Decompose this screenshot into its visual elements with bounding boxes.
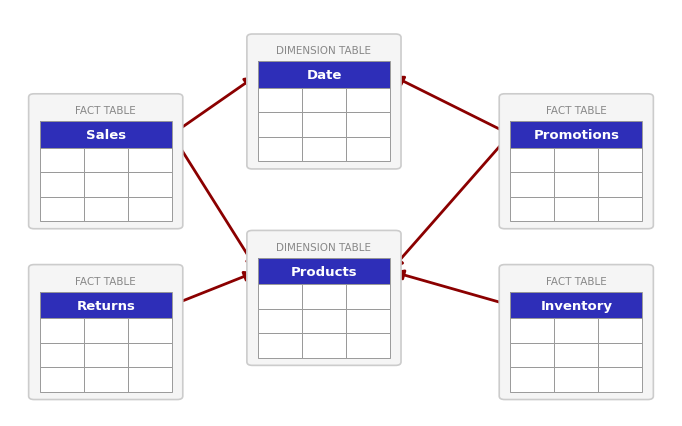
Bar bbox=[258, 138, 302, 162]
Bar bbox=[258, 62, 390, 89]
Bar bbox=[84, 343, 128, 368]
Bar bbox=[510, 173, 554, 197]
Text: Returns: Returns bbox=[76, 299, 135, 312]
Text: Inventory: Inventory bbox=[540, 299, 612, 312]
Text: FACT TABLE: FACT TABLE bbox=[546, 106, 607, 116]
Bar bbox=[598, 343, 642, 368]
Bar bbox=[302, 89, 346, 113]
Bar bbox=[258, 113, 302, 138]
Bar bbox=[40, 173, 84, 197]
FancyBboxPatch shape bbox=[499, 95, 653, 229]
FancyBboxPatch shape bbox=[247, 35, 401, 170]
Bar bbox=[346, 334, 390, 358]
Bar bbox=[554, 173, 598, 197]
Bar bbox=[510, 122, 642, 148]
Bar bbox=[346, 89, 390, 113]
Bar bbox=[554, 148, 598, 173]
Bar bbox=[302, 309, 346, 334]
Bar bbox=[40, 122, 172, 148]
Bar bbox=[128, 319, 172, 343]
Bar bbox=[128, 343, 172, 368]
Bar bbox=[510, 292, 642, 319]
Bar bbox=[40, 148, 84, 173]
Text: DIMENSION TABLE: DIMENSION TABLE bbox=[276, 242, 372, 252]
FancyBboxPatch shape bbox=[29, 265, 183, 400]
FancyBboxPatch shape bbox=[247, 231, 401, 366]
Bar bbox=[510, 292, 642, 319]
Bar bbox=[128, 368, 172, 392]
Bar bbox=[346, 309, 390, 334]
Bar bbox=[510, 319, 554, 343]
Text: Promotions: Promotions bbox=[533, 129, 619, 141]
Text: Products: Products bbox=[291, 265, 357, 278]
Bar bbox=[258, 334, 302, 358]
Bar bbox=[84, 368, 128, 392]
Bar bbox=[128, 197, 172, 222]
Bar bbox=[40, 122, 172, 148]
Bar bbox=[258, 62, 390, 89]
Text: Date: Date bbox=[306, 69, 342, 82]
Bar bbox=[346, 138, 390, 162]
Bar bbox=[510, 148, 554, 173]
Bar bbox=[598, 319, 642, 343]
Bar bbox=[302, 334, 346, 358]
Bar bbox=[302, 285, 346, 309]
Bar bbox=[84, 319, 128, 343]
Bar bbox=[554, 197, 598, 222]
Bar bbox=[598, 197, 642, 222]
Bar bbox=[554, 343, 598, 368]
Bar bbox=[346, 113, 390, 138]
Bar bbox=[598, 173, 642, 197]
Bar bbox=[554, 368, 598, 392]
Bar bbox=[302, 138, 346, 162]
Text: DIMENSION TABLE: DIMENSION TABLE bbox=[276, 46, 372, 56]
Bar bbox=[40, 319, 84, 343]
Bar bbox=[510, 368, 554, 392]
Bar bbox=[598, 368, 642, 392]
Bar bbox=[40, 292, 172, 319]
Bar bbox=[84, 148, 128, 173]
Bar bbox=[598, 148, 642, 173]
Bar bbox=[258, 89, 302, 113]
Bar bbox=[510, 122, 642, 148]
Bar bbox=[258, 309, 302, 334]
Text: FACT TABLE: FACT TABLE bbox=[75, 106, 136, 116]
Bar bbox=[84, 173, 128, 197]
Bar bbox=[302, 113, 346, 138]
Bar bbox=[40, 368, 84, 392]
Bar bbox=[258, 285, 302, 309]
Text: FACT TABLE: FACT TABLE bbox=[75, 276, 136, 286]
FancyBboxPatch shape bbox=[29, 95, 183, 229]
Text: FACT TABLE: FACT TABLE bbox=[546, 276, 607, 286]
Bar bbox=[40, 343, 84, 368]
FancyBboxPatch shape bbox=[499, 265, 653, 400]
Bar bbox=[258, 258, 390, 285]
Text: Sales: Sales bbox=[86, 129, 125, 141]
Bar bbox=[40, 197, 84, 222]
Bar bbox=[510, 197, 554, 222]
Bar bbox=[128, 148, 172, 173]
Bar bbox=[554, 319, 598, 343]
Bar bbox=[40, 292, 172, 319]
Bar bbox=[346, 285, 390, 309]
Bar bbox=[128, 173, 172, 197]
Bar bbox=[258, 258, 390, 285]
Bar bbox=[510, 343, 554, 368]
Bar bbox=[84, 197, 128, 222]
